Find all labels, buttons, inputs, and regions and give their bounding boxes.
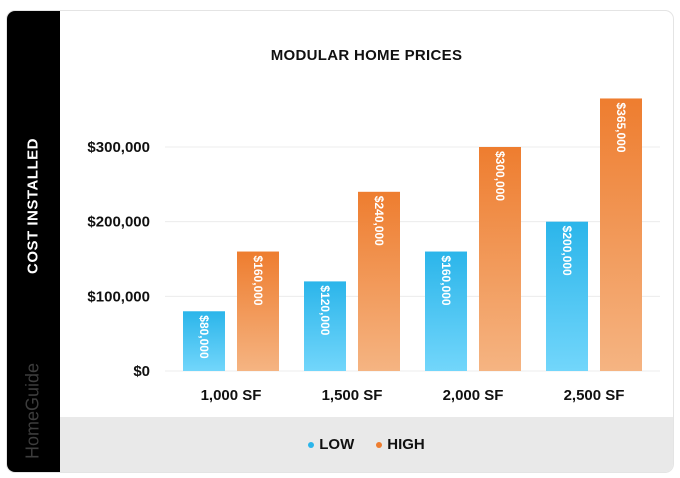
x-tick-label: 2,000 SF: [443, 387, 504, 404]
side-band: COST INSTALLED HomeGuide: [7, 11, 60, 472]
data-label-low: $120,000: [318, 285, 332, 335]
data-label-high: $160,000: [251, 256, 265, 306]
data-label-low: $80,000: [197, 315, 211, 359]
legend-label-low: LOW: [319, 436, 355, 453]
legend-swatch-low: [308, 441, 315, 448]
bar-low: [304, 281, 346, 371]
y-tick-label: $100,000: [87, 288, 150, 305]
x-tick-label: 1,500 SF: [322, 387, 383, 404]
chart-title: MODULAR HOME PRICES: [270, 47, 463, 64]
data-label-low: $200,000: [560, 226, 574, 276]
legend-label-high: HIGH: [387, 436, 425, 453]
y-tick-label: $0: [133, 363, 150, 380]
bar-high: [358, 191, 400, 371]
data-label-high: $240,000: [372, 196, 386, 246]
x-tick-label: 1,000 SF: [201, 387, 262, 404]
y-tick-label: $200,000: [87, 214, 150, 231]
bar-high: [237, 251, 279, 371]
data-label-low: $160,000: [439, 256, 453, 306]
bar-low: [546, 221, 588, 371]
data-label-high: $300,000: [493, 151, 507, 201]
bar-low: [183, 311, 225, 371]
legend: LOW HIGH: [60, 417, 673, 472]
data-label-high: $365,000: [614, 102, 628, 152]
y-tick-label: $300,000: [87, 139, 150, 156]
bar-high: [479, 147, 521, 371]
legend-item-low: LOW: [308, 436, 354, 453]
legend-swatch-high: [376, 441, 383, 448]
bar-low: [425, 251, 467, 371]
legend-item-high: HIGH: [376, 436, 425, 453]
x-tick-label: 2,500 SF: [564, 387, 625, 404]
bar-high: [600, 98, 642, 371]
